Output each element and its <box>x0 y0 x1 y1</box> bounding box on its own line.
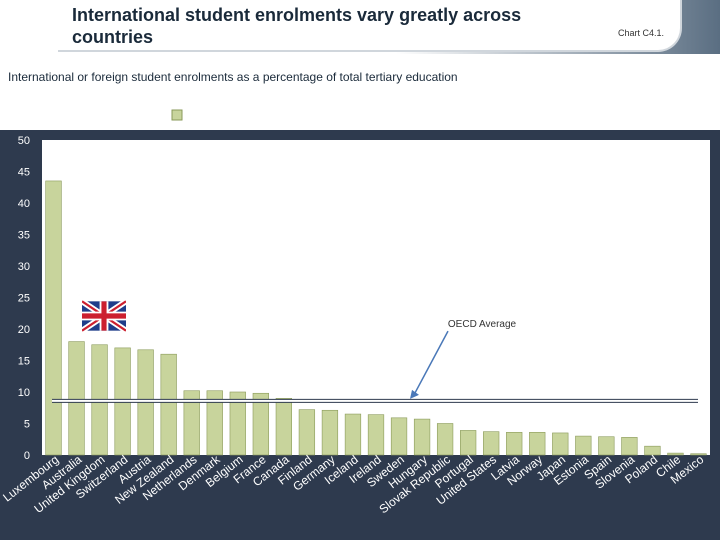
chart-id-label: Chart C4.1. <box>618 28 665 38</box>
bar-spain <box>598 436 615 456</box>
y-tick-label: 45 <box>18 167 30 179</box>
y-tick-label: 50 <box>18 135 30 147</box>
bar-new-zealand <box>160 353 177 456</box>
legend-swatch-bar <box>171 109 183 121</box>
header-band: International student enrolments vary gr… <box>0 0 720 54</box>
annotation-arrow-line <box>413 330 449 396</box>
bar-germany <box>321 409 339 456</box>
bar-iceland <box>344 413 362 456</box>
chart-title: International student enrolments vary gr… <box>72 5 522 47</box>
y-tick-label: 0 <box>24 450 30 462</box>
bar-australia <box>68 341 85 456</box>
bar-belgium <box>229 391 246 456</box>
bar-estonia <box>575 435 592 456</box>
legend-label-total: Total tertiary education <box>186 108 307 122</box>
y-tick-label: 20 <box>18 324 30 336</box>
y-tick-label: 30 <box>18 261 30 273</box>
bar-france <box>252 392 269 456</box>
uk-flag-icon <box>82 300 126 332</box>
bar-slovenia <box>621 437 638 456</box>
bar-japan <box>552 432 569 456</box>
bar-slovak-republic <box>436 423 454 456</box>
bar-canada <box>275 397 292 456</box>
bar-chile <box>667 452 684 456</box>
title-panel <box>58 0 682 52</box>
y-tick-label: 5 <box>24 419 30 431</box>
y-tick-label: 10 <box>18 387 30 399</box>
y-tick-label: 25 <box>18 293 30 305</box>
y-tick-label: 40 <box>18 198 30 210</box>
y-tick-label: 15 <box>18 356 30 368</box>
legend-label-oecd: OECD Average <box>474 108 556 122</box>
bar-poland <box>644 445 661 456</box>
oecd-average-annotation: OECD Average <box>448 319 517 330</box>
bar-mexico <box>690 453 707 456</box>
bar-netherlands <box>183 390 200 456</box>
annotation-arrow-head <box>410 389 419 399</box>
bar-finland <box>298 409 316 456</box>
bar-portugal <box>460 430 477 456</box>
y-tick-label: 35 <box>18 230 30 242</box>
bar-ireland <box>367 414 385 456</box>
bar-latvia <box>506 432 523 456</box>
bar-norway <box>529 432 546 456</box>
bar-chart: Total tertiary education OECD Average% 0 5 1… <box>0 108 720 540</box>
bar-luxembourg <box>45 180 62 456</box>
chart-subtitle: International or foreign student enrolme… <box>8 70 458 84</box>
bar-denmark <box>206 390 223 456</box>
y-axis-label: % <box>42 119 52 131</box>
bar-hungary <box>413 418 431 456</box>
bar-sweden <box>390 417 408 456</box>
bar-united-states <box>483 431 500 456</box>
